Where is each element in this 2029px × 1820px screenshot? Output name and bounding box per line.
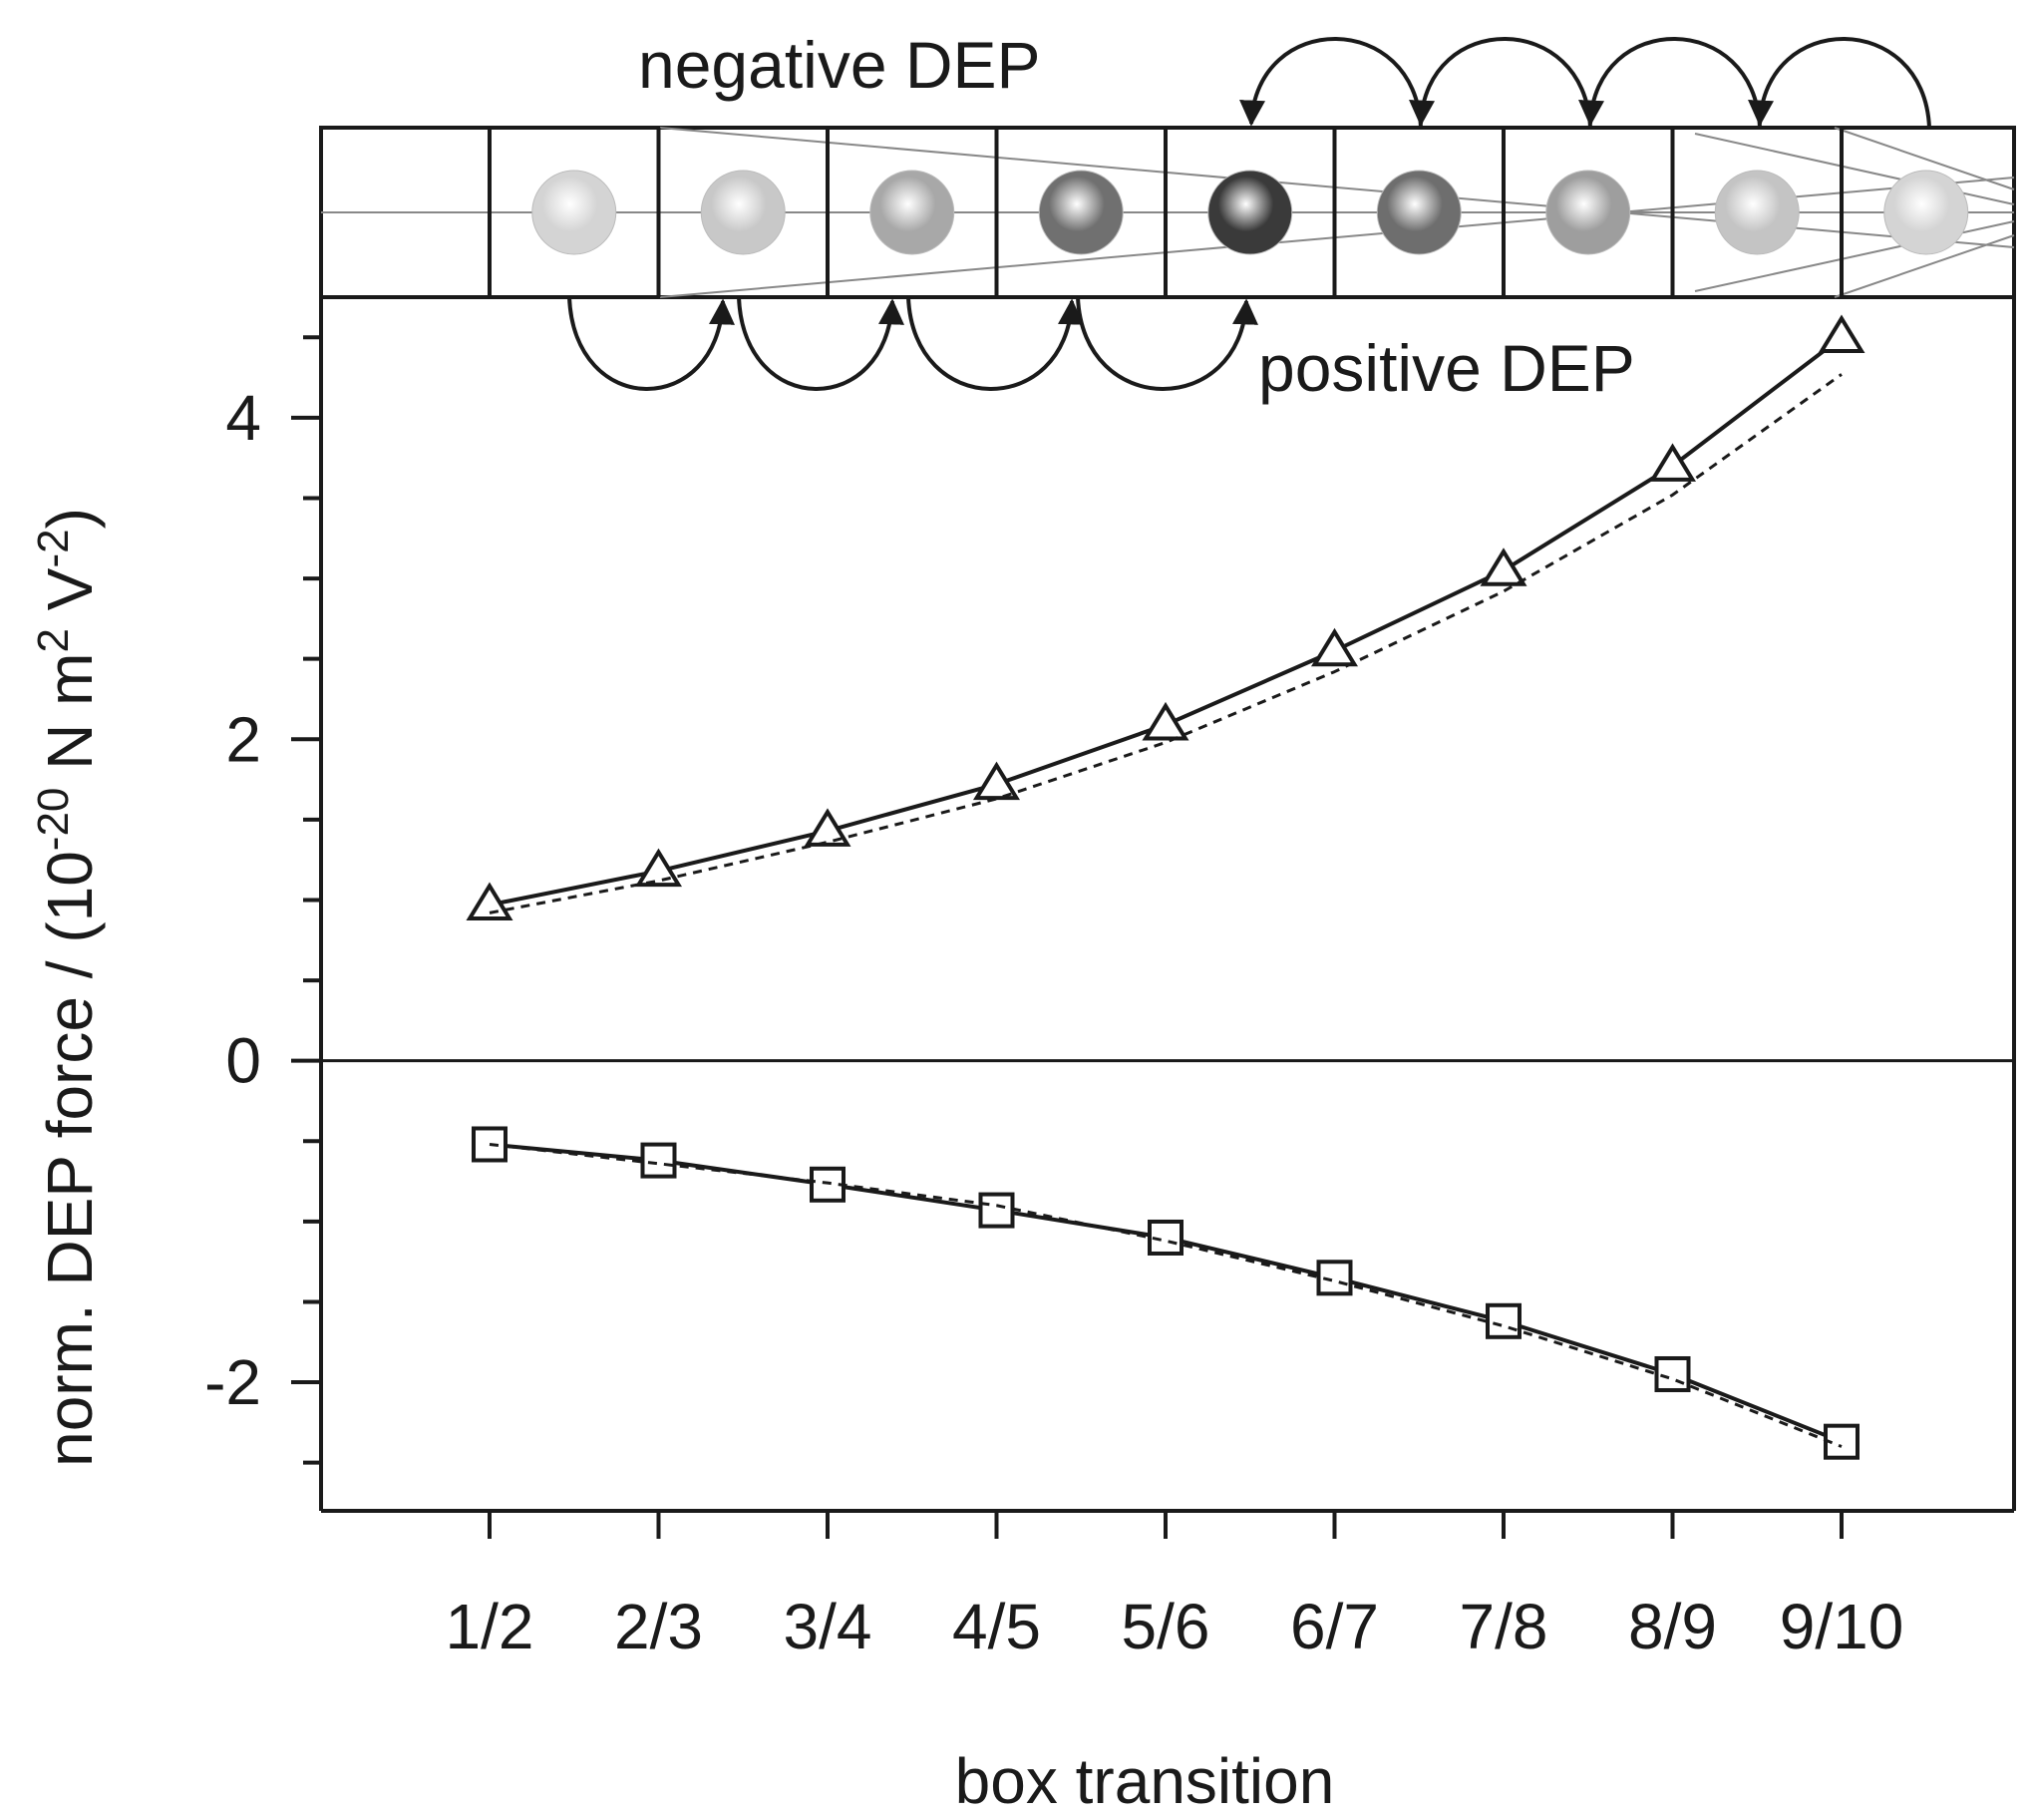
x-tick-label: 5/6	[1122, 1591, 1210, 1662]
particle-sphere	[700, 170, 786, 255]
y-tick-label: 0	[225, 1025, 261, 1097]
triangle-marker	[1648, 443, 1697, 482]
triangle-marker	[1480, 547, 1527, 586]
square-marker	[640, 1142, 677, 1179]
y-axis-title: norm. DEP force / (10-20 N m2 V-2)	[29, 508, 107, 1467]
negative-dep-arrow	[1239, 37, 1423, 129]
triangle-marker	[1310, 627, 1359, 667]
particle-sphere	[1545, 170, 1631, 255]
positive-dep-arrow	[567, 296, 735, 391]
plot-area	[321, 314, 2014, 1460]
x-tick-label: 6/7	[1290, 1591, 1379, 1662]
box-strip	[319, 126, 2016, 299]
triangle-marker	[634, 848, 683, 888]
particle-sphere	[1883, 170, 1969, 255]
particle-sphere	[1207, 170, 1293, 255]
triangle-marker	[804, 808, 851, 847]
square-marker	[1486, 1302, 1522, 1339]
y-tick-label: 4	[225, 382, 261, 454]
x-tick-label: 1/2	[446, 1591, 534, 1662]
y-tick-label: 2	[225, 703, 261, 775]
x-tick-label: 4/5	[952, 1591, 1041, 1662]
positive-dep-arrow	[737, 296, 904, 391]
x-tick-label: 8/9	[1628, 1591, 1717, 1662]
triangle-marker	[466, 882, 513, 920]
triangle-marker	[1818, 314, 1865, 353]
axes: -2 0 2 4 1/2 2/3 3/4 4/5 5/6 6/7 7/8 8/9 9/10	[204, 297, 2016, 1662]
square-marker	[472, 1126, 507, 1163]
transition-arrows	[567, 37, 1931, 391]
negative-dep-annotation: negative DEP	[638, 28, 1041, 102]
x-tick-label: 3/4	[784, 1591, 872, 1662]
triangle-marker	[1142, 701, 1189, 741]
series-line-positive-dep-dashed-	[489, 373, 1843, 914]
field-line	[1834, 127, 2015, 190]
positive-dep-arrow	[906, 296, 1084, 391]
negative-dep-arrow	[1578, 37, 1762, 129]
square-marker	[1148, 1219, 1184, 1256]
particle-sphere	[869, 170, 955, 255]
particle-sphere	[1714, 170, 1800, 255]
particle-sphere	[531, 170, 617, 255]
x-tick-label: 9/10	[1780, 1591, 1904, 1662]
x-tick-label: 7/8	[1460, 1591, 1548, 1662]
x-tick-label: 2/3	[614, 1591, 703, 1662]
positive-dep-arrow	[1076, 296, 1258, 391]
square-marker	[978, 1192, 1015, 1229]
series-line-negative-dep	[489, 1142, 1843, 1444]
series-line-negative-dep-dashed-	[489, 1142, 1843, 1448]
particle-sphere	[1038, 170, 1124, 255]
series-line-positive-dep	[489, 335, 1844, 908]
particle-sphere	[1376, 170, 1462, 255]
square-marker	[1316, 1260, 1353, 1296]
negative-dep-arrow	[1748, 37, 1931, 129]
negative-dep-arrow	[1409, 37, 1592, 129]
positive-dep-annotation: positive DEP	[1258, 331, 1635, 405]
field-line	[1834, 234, 2015, 298]
x-axis-title: box transition	[955, 1745, 1335, 1817]
triangle-marker	[972, 761, 1021, 801]
y-tick-label: -2	[204, 1346, 261, 1418]
